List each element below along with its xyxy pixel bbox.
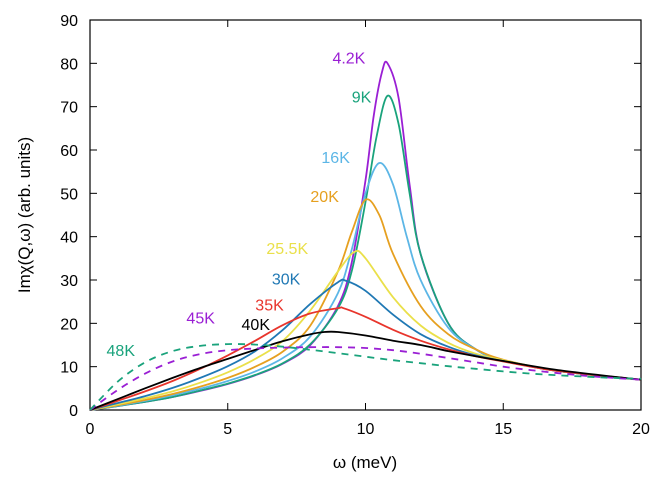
x-tick-label: 20 — [632, 421, 650, 438]
axis-ticks: 0 5 10 15 20 0 10 20 30 40 50 60 70 80 90 — [60, 13, 650, 438]
y-tick-label: 0 — [69, 403, 78, 420]
series-line-9K — [89, 94, 642, 411]
y-tick-label: 40 — [60, 230, 78, 247]
series-label-30K: 30K — [272, 271, 301, 288]
y-tick-label: 80 — [60, 56, 78, 73]
series-lines — [89, 60, 642, 411]
y-tick-label: 30 — [60, 273, 78, 290]
x-tick-label: 5 — [223, 421, 232, 438]
series-label-45K: 45K — [186, 310, 215, 327]
series-line-25.5K — [89, 249, 642, 411]
series-line-4.2K — [89, 60, 642, 411]
x-tick-label: 15 — [494, 421, 512, 438]
series-label-25.5K: 25.5K — [266, 241, 308, 258]
series-line-20K — [89, 198, 642, 411]
series-line-40K — [89, 330, 642, 411]
series-label-9K: 9K — [352, 89, 372, 106]
y-tick-label: 20 — [60, 316, 78, 333]
series-label-20K: 20K — [310, 189, 339, 206]
series-label-16K: 16K — [321, 150, 350, 167]
y-tick-label: 60 — [60, 143, 78, 160]
plot-frame — [89, 19, 642, 411]
y-tick-label: 10 — [60, 360, 78, 377]
y-tick-label: 70 — [60, 100, 78, 117]
series-line-48K — [89, 343, 642, 411]
x-tick-label: 0 — [86, 421, 95, 438]
series-labels: 4.2K 9K 16K 20K 25.5K 30K 35K 40K 45K 48K — [107, 50, 372, 360]
y-tick-label: 90 — [60, 13, 78, 30]
series-label-48K: 48K — [107, 343, 136, 360]
y-tick-label: 50 — [60, 186, 78, 203]
x-tick-label: 10 — [357, 421, 375, 438]
series-label-4.2K: 4.2K — [332, 50, 365, 67]
y-axis-title: Imχ(Q,ω) (arb. units) — [15, 137, 34, 293]
series-label-40K: 40K — [242, 317, 271, 334]
series-line-30K — [89, 278, 642, 411]
series-line-45K — [89, 346, 642, 411]
series-label-35K: 35K — [255, 297, 284, 314]
x-axis-title: ω (meV) — [333, 453, 397, 472]
